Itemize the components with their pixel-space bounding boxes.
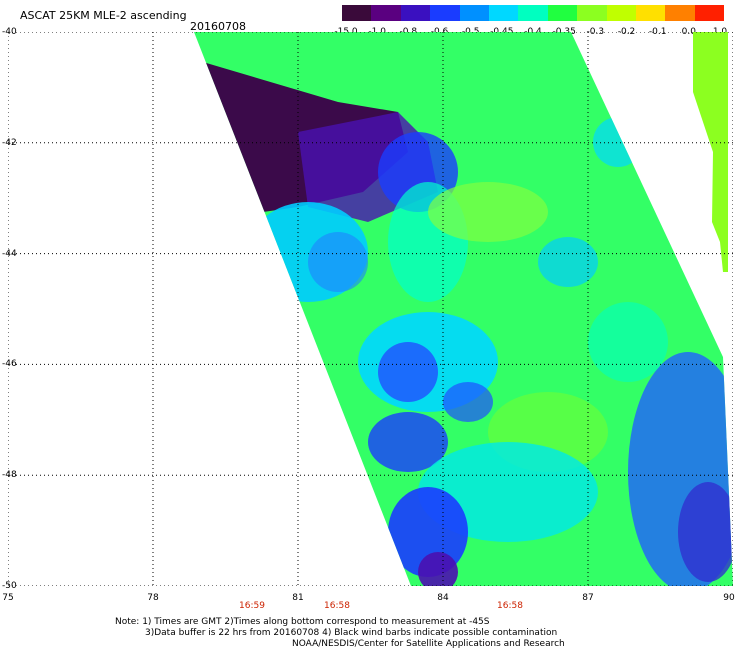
longitude-tick-label: 78 [147,593,159,603]
color-scale-swatch [694,5,725,21]
measurement-time-label: 16:58 [497,601,523,611]
note-line-2: 3)Data buffer is 22 hrs from 20160708 4)… [145,628,558,638]
swath-strip-right [693,32,728,272]
latitude-tick-label: -50 [2,581,17,591]
color-scale-swatch [342,5,372,21]
measurement-time-label: 16:58 [324,601,350,611]
color-scale-swatch [459,5,489,21]
swath-data [194,32,733,586]
note-line-3: NOAA/NESDIS/Center for Satellite Applica… [292,639,565,649]
latitude-tick-label: -42 [2,137,17,148]
latitude-tick-label: -40 [2,27,17,37]
note-line-1: Note: 1) Times are GMT 2)Times along bot… [115,617,490,627]
map-grid [8,32,733,586]
longitude-tick-label: 81 [292,593,304,603]
color-scale-label: -0.3 [586,27,605,37]
longitude-tick-label: 84 [437,593,449,603]
swath-map-canvas [8,32,733,586]
color-scale-swatch [518,5,548,21]
swath-map [8,32,733,586]
longitude-tick-label: 87 [582,593,594,603]
map-date: 20160708 [190,20,246,33]
map-title: ASCAT 25KM MLE-2 ascending [20,9,187,22]
color-scale-label: -0.1 [648,27,667,37]
color-scale-swatch [400,5,431,21]
color-scale-label: -0.2 [617,27,636,37]
color-scale-swatch [606,5,636,21]
longitude-tick-label: 75 [2,593,14,603]
latitude-tick-label: -46 [2,359,17,370]
color-scale-swatch [488,5,519,21]
latitude-tick-label: -48 [2,470,17,481]
color-scale-swatch [635,5,666,21]
latitude-tick-label: -44 [2,248,17,259]
color-scale-swatch [577,5,607,21]
color-scale-swatch [547,5,578,21]
color-scale-swatch [371,5,401,21]
color-scale-swatch [665,5,695,21]
longitude-tick-label: 90 [723,593,735,603]
color-scale-bar [342,5,725,21]
measurement-time-label: 16:59 [239,601,265,611]
color-scale-swatch [430,5,460,21]
